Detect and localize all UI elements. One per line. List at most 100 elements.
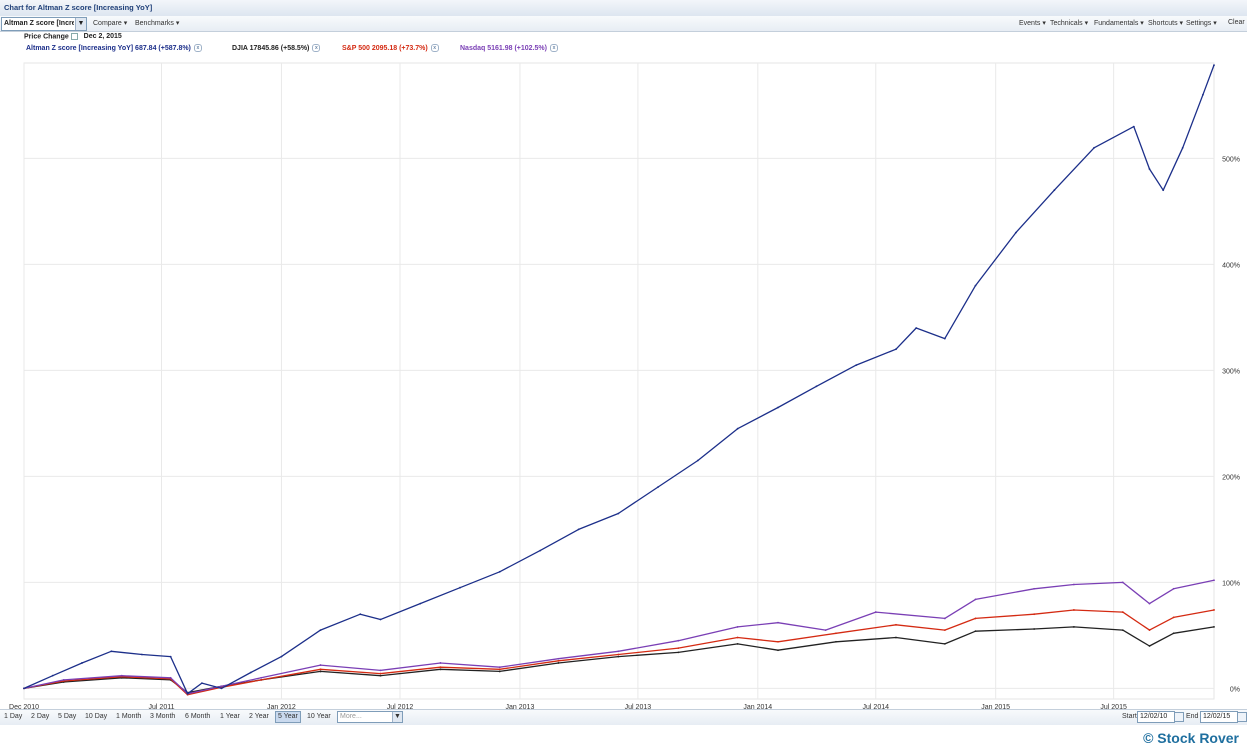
data-point [1121,581,1124,584]
fundamentals-menu[interactable]: Fundamentals ▾ [1094,20,1144,27]
data-point [736,642,739,645]
x-tick-label: Jul 2014 [863,704,890,709]
technicals-menu[interactable]: Technicals ▾ [1050,20,1089,27]
data-point [824,629,827,631]
data-point [539,549,542,552]
range-button[interactable]: 2 Day [31,713,50,720]
price-change-toggle-icon[interactable] [70,33,78,40]
more-range-select[interactable]: More... ▼ [337,711,403,723]
data-point [895,623,897,626]
range-button[interactable]: 10 Year [307,713,331,720]
data-point [319,629,322,631]
y-tick-label: 0% [1230,686,1240,693]
y-tick-label: 400% [1222,262,1240,269]
data-point [736,626,739,628]
data-point [1148,168,1151,170]
range-button[interactable]: 3 Month [150,713,176,720]
events-menu[interactable]: Events ▾ [1019,20,1046,27]
data-point [677,651,680,654]
range-button[interactable]: 1 Month [116,713,142,720]
data-point [319,670,322,673]
price-change-header: Price Change Dec 2, 2015 [24,33,122,40]
range-toolbar: 1 Day 2 Day 5 Day 10 Day 1 Month 3 Month… [0,709,1247,725]
y-tick-label: 300% [1222,368,1240,375]
start-date-field[interactable]: 12/02/10 [1137,711,1175,723]
data-point [657,486,660,488]
data-point [379,672,382,675]
series-line-djia [23,626,1215,694]
data-point [81,662,83,664]
chevron-down-icon[interactable]: ▼ [392,712,402,722]
legend-label: Altman Z score [Increasing YoY] 687.84 (… [26,44,191,52]
calendar-icon[interactable] [1237,712,1247,722]
end-date-label: End [1186,713,1199,720]
price-change-chart[interactable]: Dec 2010 Jul 2011 Jan 2012 Jul 2012 Jan 2013… [0,55,1247,709]
more-range-placeholder: More... [340,713,362,720]
data-point [260,676,263,679]
data-point [62,679,65,681]
price-change-label: Price Change [24,33,69,41]
data-point [1213,64,1215,67]
data-point [777,649,779,652]
data-point [1053,189,1056,192]
data-point [280,655,283,658]
range-button[interactable]: 1 Day [4,713,23,720]
data-point [1148,602,1151,605]
data-point [1148,645,1151,647]
chevron-down-icon[interactable]: ▼ [75,18,86,30]
data-point [379,669,382,672]
data-point [736,427,739,430]
data-point [677,647,680,650]
data-point [201,682,203,684]
data-point [895,348,897,351]
shortcuts-menu[interactable]: Shortcuts ▾ [1148,20,1184,27]
data-point [617,650,620,653]
benchmarks-menu[interactable]: Benchmarks ▾ [135,20,180,27]
range-button[interactable]: 10 Day [85,713,108,720]
data-point [359,613,362,616]
remove-series-icon[interactable]: x [193,44,202,52]
range-button[interactable]: 6 Month [185,713,211,720]
settings-menu[interactable]: Settings ▾ [1186,20,1217,27]
range-button[interactable]: 2 Year [249,713,269,720]
clear-button[interactable]: Clear [1228,19,1245,26]
x-tick-label: Jan 2014 [743,704,772,709]
data-point [1072,583,1075,586]
copyright-watermark: © Stock Rover [1143,730,1239,746]
x-tick-label: Jul 2012 [387,704,414,709]
remove-series-icon[interactable]: x [430,44,439,52]
compare-menu[interactable]: Compare ▾ [93,20,128,27]
data-point [498,668,501,671]
data-point [379,674,382,677]
data-point [459,586,461,589]
data-point [943,617,946,620]
end-date-field[interactable]: 12/02/15 [1200,711,1238,723]
data-point [1148,629,1151,631]
remove-series-icon[interactable]: x [549,44,558,52]
range-button-active[interactable]: 5 Year [275,711,301,723]
legend-label: S&P 500 2095.18 (+73.7%) [342,44,428,52]
range-button[interactable]: 1 Year [220,713,240,720]
symbol-select[interactable]: Altman Z score [Increa ▼ [1,17,87,31]
data-point [974,284,977,287]
series-line-altman [23,64,1215,695]
data-point [696,459,699,462]
data-point [439,662,442,664]
data-point [439,666,442,669]
calendar-icon[interactable] [1174,712,1184,722]
remove-series-icon[interactable]: x [312,44,321,52]
data-point [1072,609,1075,611]
data-point [51,674,54,677]
data-point [1132,125,1135,128]
data-point [855,364,858,366]
data-point [557,659,560,662]
data-point [260,679,263,681]
data-point [498,666,501,669]
data-point [23,687,25,690]
data-point [943,642,946,645]
data-point [835,640,837,643]
range-button[interactable]: 5 Day [58,713,77,720]
data-point [1033,587,1036,590]
data-point [617,512,620,515]
data-point [1172,616,1175,619]
